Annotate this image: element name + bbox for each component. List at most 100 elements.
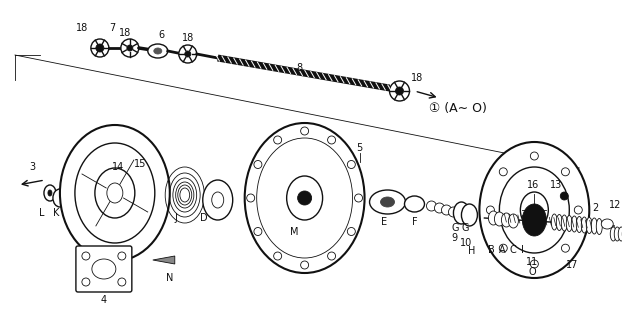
Circle shape	[499, 244, 507, 252]
Ellipse shape	[257, 138, 353, 258]
Text: 18: 18	[182, 33, 194, 43]
Text: C: C	[510, 245, 516, 255]
Ellipse shape	[454, 202, 469, 224]
Circle shape	[434, 203, 444, 213]
Ellipse shape	[561, 215, 568, 231]
Ellipse shape	[154, 48, 162, 54]
Text: 13: 13	[550, 180, 563, 190]
Ellipse shape	[581, 217, 587, 233]
Ellipse shape	[601, 219, 613, 229]
Circle shape	[561, 168, 569, 176]
Ellipse shape	[614, 227, 621, 241]
Circle shape	[487, 206, 495, 214]
Circle shape	[574, 206, 583, 214]
Text: J: J	[174, 213, 177, 223]
Ellipse shape	[60, 125, 170, 261]
Circle shape	[254, 228, 262, 236]
Circle shape	[185, 51, 191, 57]
Ellipse shape	[576, 217, 583, 233]
Ellipse shape	[202, 180, 233, 220]
Ellipse shape	[508, 214, 518, 228]
Ellipse shape	[287, 176, 323, 220]
Text: 18: 18	[119, 28, 131, 38]
Text: G: G	[452, 223, 459, 233]
Text: 8: 8	[297, 63, 303, 73]
Ellipse shape	[212, 192, 224, 208]
Ellipse shape	[591, 218, 597, 234]
Circle shape	[561, 244, 569, 252]
Circle shape	[348, 228, 355, 236]
Ellipse shape	[566, 215, 573, 231]
Ellipse shape	[148, 44, 168, 58]
Circle shape	[301, 261, 308, 269]
Ellipse shape	[462, 204, 477, 226]
Circle shape	[82, 278, 90, 286]
Text: 2: 2	[592, 203, 599, 213]
Text: 4: 4	[101, 295, 107, 305]
Ellipse shape	[522, 204, 546, 236]
Ellipse shape	[53, 189, 67, 207]
Text: D: D	[200, 213, 207, 223]
Ellipse shape	[95, 168, 135, 218]
Circle shape	[298, 191, 312, 205]
Circle shape	[273, 252, 282, 260]
Circle shape	[389, 81, 409, 101]
Text: 12: 12	[609, 200, 621, 210]
Circle shape	[354, 194, 363, 202]
Text: 16: 16	[527, 180, 540, 190]
Circle shape	[530, 260, 538, 268]
Ellipse shape	[495, 212, 505, 226]
Circle shape	[121, 39, 139, 57]
Ellipse shape	[556, 214, 563, 230]
Ellipse shape	[480, 142, 589, 278]
Text: 7: 7	[109, 23, 115, 33]
Circle shape	[499, 168, 507, 176]
Text: 17: 17	[566, 260, 579, 270]
Circle shape	[560, 192, 568, 200]
Circle shape	[82, 252, 90, 260]
Ellipse shape	[520, 192, 548, 228]
Circle shape	[96, 44, 104, 52]
Text: 9: 9	[452, 233, 457, 243]
Text: 15: 15	[134, 159, 146, 169]
Text: F: F	[412, 217, 417, 227]
Circle shape	[118, 252, 126, 260]
Text: N: N	[166, 273, 173, 283]
Circle shape	[328, 252, 336, 260]
Text: 5: 5	[356, 143, 363, 153]
Ellipse shape	[404, 196, 424, 212]
Ellipse shape	[586, 218, 592, 234]
Ellipse shape	[381, 197, 394, 207]
Ellipse shape	[618, 227, 623, 241]
Circle shape	[442, 205, 452, 215]
Text: K: K	[53, 208, 59, 218]
Circle shape	[247, 194, 255, 202]
Ellipse shape	[622, 227, 623, 241]
Circle shape	[530, 152, 538, 160]
Circle shape	[301, 127, 308, 135]
Circle shape	[449, 207, 459, 217]
Text: B: B	[488, 245, 495, 255]
FancyBboxPatch shape	[76, 246, 132, 292]
Ellipse shape	[596, 219, 602, 235]
Ellipse shape	[75, 143, 155, 243]
Text: 11: 11	[526, 257, 538, 267]
Circle shape	[118, 278, 126, 286]
Circle shape	[179, 45, 197, 63]
Text: 6: 6	[159, 30, 165, 40]
Ellipse shape	[44, 185, 56, 201]
Ellipse shape	[107, 183, 123, 203]
Text: G: G	[462, 223, 469, 233]
Ellipse shape	[551, 214, 558, 230]
Ellipse shape	[500, 167, 569, 253]
Text: 14: 14	[112, 162, 124, 172]
Text: 10: 10	[460, 238, 473, 248]
Ellipse shape	[245, 123, 364, 273]
Text: 3: 3	[29, 162, 35, 172]
Circle shape	[427, 201, 437, 211]
Text: M: M	[290, 227, 299, 237]
Circle shape	[127, 45, 133, 51]
Text: L: L	[39, 208, 45, 218]
Circle shape	[348, 161, 355, 169]
Text: ① (A∼ O): ① (A∼ O)	[429, 101, 487, 115]
